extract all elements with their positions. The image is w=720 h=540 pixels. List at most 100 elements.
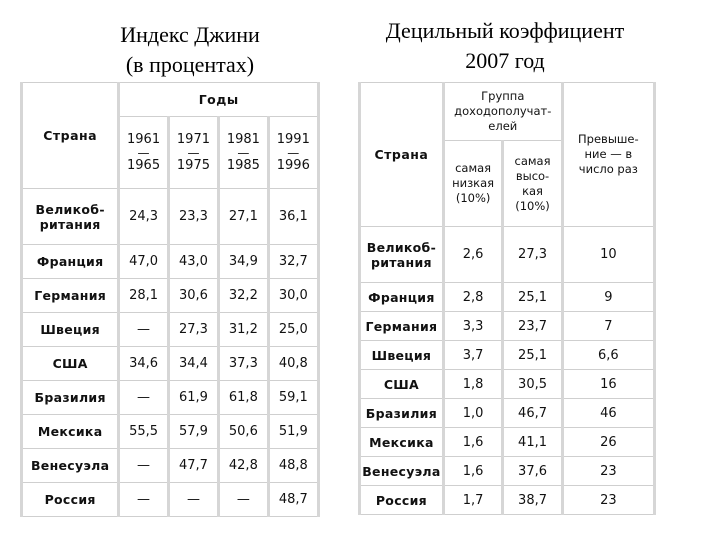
table-row: США 1,8 30,5 16: [358, 369, 657, 399]
gini-value: —: [117, 482, 170, 517]
gini-value: 34,6: [117, 346, 170, 381]
lowest-decile-value: 2,8: [441, 282, 505, 312]
gini-value: —: [117, 312, 170, 347]
country-cell: Франция: [358, 282, 445, 312]
period-start: 1981: [226, 131, 260, 147]
gini-value: 55,5: [117, 414, 170, 449]
period-start: 1991: [276, 131, 310, 147]
table-row: Мексика 1,6 41,1 26: [358, 427, 657, 457]
table-row: Мексика 55,5 57,9 50,6 51,9: [19, 414, 321, 449]
ratio-value: 23: [560, 485, 657, 515]
period-header: 1991 — 1996: [266, 116, 321, 189]
gini-value: —: [117, 448, 170, 483]
gini-value: 28,1: [117, 278, 170, 313]
period-end: 1996: [276, 157, 310, 173]
period-dash: —: [137, 145, 150, 160]
lowest-decile-header: самая низкая (10%): [441, 140, 505, 227]
ratio-value: 6,6: [560, 340, 657, 370]
gini-value: 40,8: [266, 346, 321, 381]
income-group-header: Группа доходополучат-елей: [441, 82, 564, 141]
country-cell: Мексика: [19, 414, 121, 449]
period-start: 1971: [176, 131, 210, 147]
period-end: 1985: [226, 157, 260, 173]
gini-value: 59,1: [266, 380, 321, 415]
country-cell: Россия: [358, 485, 445, 515]
country-cell: Венесуэла: [358, 456, 445, 486]
highest-decile-value: 46,7: [501, 398, 564, 428]
gini-value: 24,3: [117, 188, 170, 245]
gini-value: 57,9: [166, 414, 221, 449]
highest-decile-value: 30,5: [501, 369, 564, 399]
gini-value: 32,7: [266, 244, 321, 279]
ratio-value: 26: [560, 427, 657, 457]
gini-value: 30,0: [266, 278, 321, 313]
country-cell: Швеция: [358, 340, 445, 370]
gini-value: 61,8: [217, 380, 270, 415]
gini-value: 27,1: [217, 188, 270, 245]
gini-value: 37,3: [217, 346, 270, 381]
period-end: 1975: [176, 157, 210, 173]
table-row: США 34,6 34,4 37,3 40,8: [19, 346, 321, 381]
table-row: Германия 28,1 30,6 32,2 30,0: [19, 278, 321, 313]
lowest-decile-value: 1,8: [441, 369, 505, 399]
gini-value: 32,2: [217, 278, 270, 313]
ratio-value: 9: [560, 282, 657, 312]
lowest-decile-value: 1,6: [441, 427, 505, 457]
highest-decile-value: 38,7: [501, 485, 564, 515]
period-dash: —: [237, 145, 250, 160]
lowest-decile-value: 2,6: [441, 226, 505, 283]
gini-value: 34,4: [166, 346, 221, 381]
period-header: 1971 — 1975: [166, 116, 221, 189]
gini-value: 61,9: [166, 380, 221, 415]
table-row: Россия 1,7 38,7 23: [358, 485, 657, 515]
country-cell: Россия: [19, 482, 121, 517]
gini-value: 23,3: [166, 188, 221, 245]
country-cell: Бразилия: [19, 380, 121, 415]
lowest-decile-value: 1,6: [441, 456, 505, 486]
gini-value: —: [166, 482, 221, 517]
country-cell: Великоб-ритания: [358, 226, 445, 283]
gini-index-table: Страна Годы 1961 — 1965 1971 — 1975 1981…: [19, 82, 321, 517]
gini-value: 31,2: [217, 312, 270, 347]
table-row: Швеция — 27,3 31,2 25,0: [19, 312, 321, 347]
gini-index-heading: Индекс Джини (в процентах): [60, 20, 320, 80]
highest-decile-value: 23,7: [501, 311, 564, 341]
decile-ratio-heading: Децильный коэффициент 2007 год: [350, 16, 660, 76]
table-row: Великоб-ритания 24,3 23,3 27,1 36,1: [19, 188, 321, 245]
country-cell: Великоб-ритания: [19, 188, 121, 245]
country-cell: Германия: [358, 311, 445, 341]
table-row: Германия 3,3 23,7 7: [358, 311, 657, 341]
gini-value: 34,9: [217, 244, 270, 279]
period-end: 1965: [127, 157, 161, 173]
ratio-value: 46: [560, 398, 657, 428]
ratio-value: 7: [560, 311, 657, 341]
gini-value: 36,1: [266, 188, 321, 245]
gini-value: 30,6: [166, 278, 221, 313]
lowest-decile-value: 3,3: [441, 311, 505, 341]
highest-decile-value: 25,1: [501, 340, 564, 370]
gini-value: —: [217, 482, 270, 517]
lowest-decile-value: 3,7: [441, 340, 505, 370]
table-row: Венесуэла 1,6 37,6 23: [358, 456, 657, 486]
period-dash: —: [187, 145, 200, 160]
gini-heading-line2: (в процентах): [125, 52, 255, 77]
gini-value: —: [117, 380, 170, 415]
table-row: Венесуэла — 47,7 42,8 48,8: [19, 448, 321, 483]
gini-value: 43,0: [166, 244, 221, 279]
table-row: Швеция 3,7 25,1 6,6: [358, 340, 657, 370]
table-row: Россия — — — 48,7: [19, 482, 321, 517]
country-column-header: Страна: [358, 82, 445, 227]
period-dash: —: [287, 145, 300, 160]
decile-ratio-table: Страна Группа доходополучат-елей Превыше-…: [358, 82, 657, 515]
ratio-value: 10: [560, 226, 657, 283]
gini-value: 48,7: [266, 482, 321, 517]
table-row: Бразилия 1,0 46,7 46: [358, 398, 657, 428]
country-cell: США: [19, 346, 121, 381]
ratio-value: 16: [560, 369, 657, 399]
country-cell: Венесуэла: [19, 448, 121, 483]
table-row: Бразилия — 61,9 61,8 59,1: [19, 380, 321, 415]
highest-decile-header: самая высо-кая (10%): [501, 140, 564, 227]
decile-heading-line1: Децильный коэффициент: [385, 18, 625, 43]
lowest-decile-value: 1,7: [441, 485, 505, 515]
period-header: 1961 — 1965: [117, 116, 170, 189]
